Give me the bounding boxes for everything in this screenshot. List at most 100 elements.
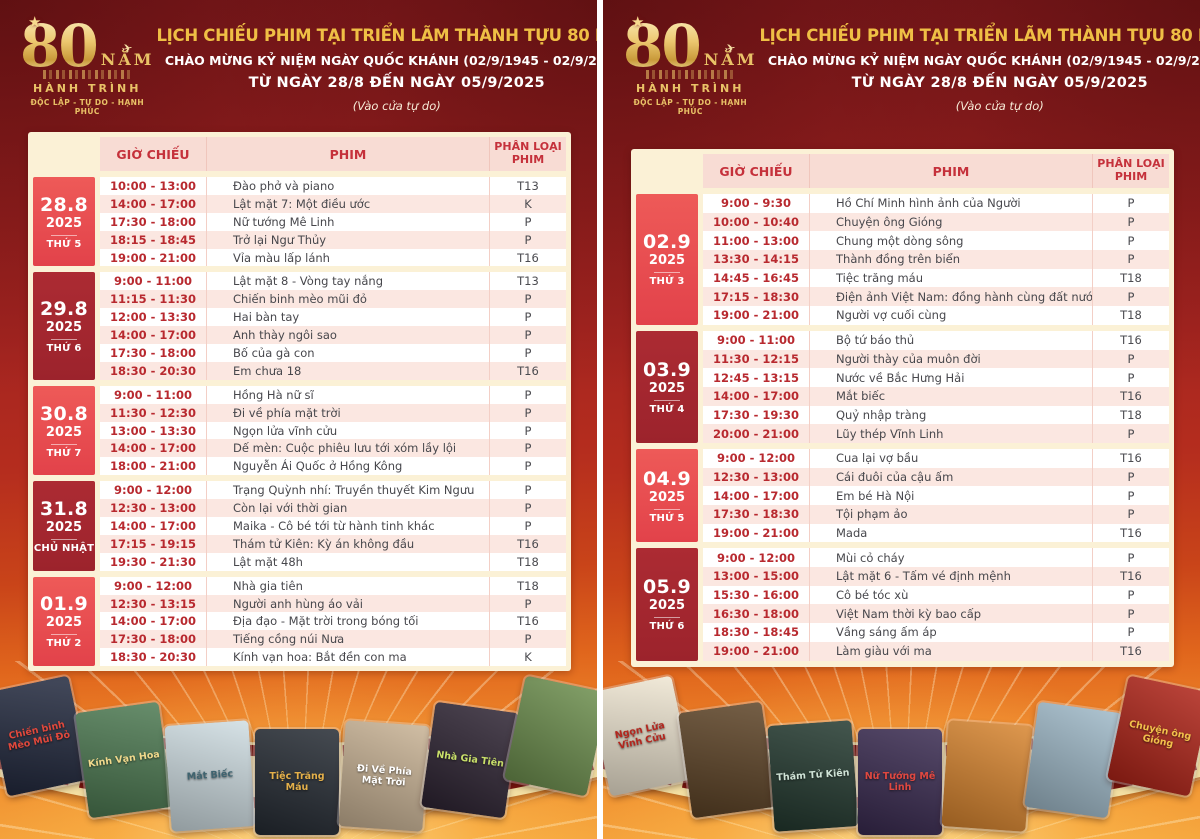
date-block: 05.9 2025 THỨ 6 [636, 548, 698, 661]
date-divider [654, 399, 680, 401]
logo-journey-label: HÀNH TRÌNH [33, 82, 142, 96]
time-cell: 17:15 - 19:15 [110, 536, 196, 551]
schedule-row: 19:00 - 21:00 Người vợ cuối cùng T18 [703, 306, 1169, 325]
time-cell: 16:30 - 18:00 [713, 606, 799, 621]
table-header-row: GIỜ CHIẾU PHIM PHÂN LOẠI PHIM [33, 137, 566, 171]
film-poster: Nữ Tướng Mê Linh [858, 729, 942, 835]
column-header-film: PHIM [809, 154, 1093, 188]
schedule-row: 18:30 - 20:30 Em chưa 18 T16 [100, 361, 566, 380]
rating-cell: T13 [517, 274, 539, 289]
film-cell: Lật mặt 48h [206, 552, 490, 571]
poster-panel-left: 80 ★ ✈ NĂM HÀNH TRÌNH ĐỘC LẬP - TỰ DO - … [0, 0, 597, 839]
schedule-row: 11:00 - 13:00 Chung một dòng sông P [703, 231, 1169, 251]
time-cell: 17:30 - 18:00 [110, 632, 196, 647]
schedule-row: 17:30 - 18:00 Nữ tướng Mê Linh P [100, 212, 566, 231]
date-label: 03.9 [642, 358, 692, 381]
schedule-row: 17:30 - 18:00 Bố của gà con P [100, 344, 566, 362]
schedule-row: 11:15 - 11:30 Chiến binh mèo mũi đỏ P [100, 290, 566, 309]
rating-cell: K [524, 650, 532, 665]
date-divider [51, 443, 77, 445]
film-poster: Ngọn Lửa Vĩnh Cửu [603, 675, 694, 797]
film-cell: Người vợ cuối cùng [809, 306, 1093, 325]
film-cell: Bộ tứ báo thủ [809, 330, 1093, 350]
film-cell: Cô bé tóc xù [809, 585, 1093, 605]
date-label: 02.9 [642, 231, 692, 254]
rating-cell: T16 [517, 250, 539, 265]
page-title: LỊCH CHIẾU PHIM TẠI TRIỂN LÃM THÀNH TỰU … [156, 26, 597, 45]
schedule-table: GIỜ CHIẾU PHIM PHÂN LOẠI PHIM 28.8 2025 TH… [28, 132, 571, 671]
column-header-film: PHIM [206, 137, 490, 171]
film-cell: Người thày của muôn đời [809, 349, 1093, 369]
weekday-label: THỨ 2 [46, 638, 82, 650]
film-poster: Đi Về Phía Mặt Trời [338, 720, 430, 832]
time-cell: 18:30 - 18:45 [713, 625, 799, 640]
poster-title: Đi Về Phía Mặt Trời [356, 762, 413, 789]
film-cell: Chung một dòng sông [809, 231, 1093, 251]
schedule-row: 17:30 - 18:30 Tội phạm ảo P [703, 505, 1169, 524]
date-block: 04.9 2025 THỨ 5 [636, 448, 698, 543]
rating-cell: P [524, 214, 532, 229]
year-label: 2025 [648, 380, 686, 396]
free-entry-note: (Vào cửa tự do) [955, 99, 1044, 113]
time-cell: 14:00 - 17:00 [110, 614, 196, 629]
film-poster: Chuyện ông Gióng [1106, 675, 1200, 797]
time-cell: 12:30 - 13:00 [713, 469, 799, 484]
weekday-label: CHỦ NHẬT [33, 542, 95, 554]
film-cell: Thành đồng trên biển [809, 250, 1093, 269]
rating-cell: T16 [1120, 333, 1142, 348]
time-cell: 19:00 - 21:00 [713, 644, 799, 659]
poster-header: 80 ★ ✈ NĂM HÀNH TRÌNH ĐỘC LẬP - TỰ DO - … [0, 0, 597, 116]
schedule-group: 01.9 2025 THỨ 2 9:00 - 12:00 Nhà gia tiên T18… [33, 576, 566, 667]
time-cell: 13:00 - 13:30 [110, 423, 196, 438]
date-divider [51, 538, 77, 540]
weekday-label: THỨ 4 [649, 403, 685, 415]
time-cell: 18:15 - 18:45 [110, 232, 196, 247]
time-cell: 19:00 - 21:00 [110, 250, 196, 265]
rating-cell: P [1127, 625, 1135, 640]
film-poster: Thám Tử Kiên [767, 720, 859, 832]
rating-cell: T16 [1120, 644, 1142, 659]
film-cell: Nữ tướng Mê Linh [206, 212, 490, 231]
year-label: 2025 [45, 615, 83, 631]
rating-cell: P [1127, 469, 1135, 484]
time-cell: 12:00 - 13:30 [110, 310, 196, 325]
rating-cell: P [1127, 252, 1135, 267]
schedule-row: 14:00 - 17:00 Maika - Cô bé tới từ hành t… [100, 517, 566, 535]
schedule-group: 02.9 2025 THỨ 3 9:00 - 9:30 Hồ Chí Minh hình… [636, 194, 1169, 325]
schedule-row: 17:30 - 18:00 Tiếng cồng núi Nưa P [100, 630, 566, 649]
schedule-row: 14:00 - 17:00 Lật mặt 7: Một điều ước K [100, 194, 566, 213]
date-label: 30.8 [39, 402, 89, 425]
schedule-row: 12:30 - 13:00 Còn lại với thời gian P [100, 499, 566, 518]
skyline-icon [646, 70, 735, 80]
schedule-row: 15:30 - 16:00 Cô bé tóc xù P [703, 585, 1169, 605]
rating-cell: P [524, 292, 532, 307]
schedule-row: 13:30 - 14:15 Thành đồng trên biển P [703, 250, 1169, 269]
poster-title: Thám Tử Kiên [776, 767, 850, 784]
title-block: LỊCH CHIẾU PHIM TẠI TRIỂN LÃM THÀNH TỰU … [154, 16, 597, 116]
weekday-label: THỨ 7 [46, 447, 82, 459]
time-cell: 10:00 - 13:00 [110, 178, 196, 193]
date-block: 30.8 2025 THỨ 7 [33, 385, 95, 476]
rating-cell: T18 [1120, 407, 1142, 422]
time-cell: 9:00 - 12:00 [114, 578, 192, 593]
time-cell: 17:30 - 18:00 [110, 214, 196, 229]
time-cell: 14:00 - 17:00 [110, 196, 196, 211]
rating-cell: P [1127, 488, 1135, 503]
schedule-row: 14:00 - 17:00 Anh thày ngôi sao P [100, 326, 566, 345]
rating-cell: P [524, 441, 532, 456]
film-rows: 9:00 - 11:00 Bộ tứ báo thủ T16 11:30 - 12:1… [703, 330, 1169, 443]
time-cell: 19:30 - 21:30 [110, 554, 196, 569]
film-cell: Đào phở và piano [206, 177, 490, 195]
poster-panel-right: 80 ★ ✈ NĂM HÀNH TRÌNH ĐỘC LẬP - TỰ DO - … [603, 0, 1200, 839]
rating-cell: P [524, 483, 532, 498]
time-cell: 12:30 - 13:00 [110, 501, 196, 516]
date-label: 29.8 [39, 298, 89, 321]
poster-header: 80 ★ ✈ NĂM HÀNH TRÌNH ĐỘC LẬP - TỰ DO - … [603, 0, 1200, 116]
rating-cell: P [1127, 215, 1135, 230]
year-label: 2025 [648, 598, 686, 614]
time-cell: 18:30 - 20:30 [110, 650, 196, 665]
date-block: 29.8 2025 THỨ 6 [33, 272, 95, 380]
film-cell: Đi về phía mặt trời [206, 403, 490, 422]
rating-cell: T16 [1120, 526, 1142, 541]
schedule-row: 18:30 - 18:45 Vầng sáng ấm áp P [703, 623, 1169, 642]
